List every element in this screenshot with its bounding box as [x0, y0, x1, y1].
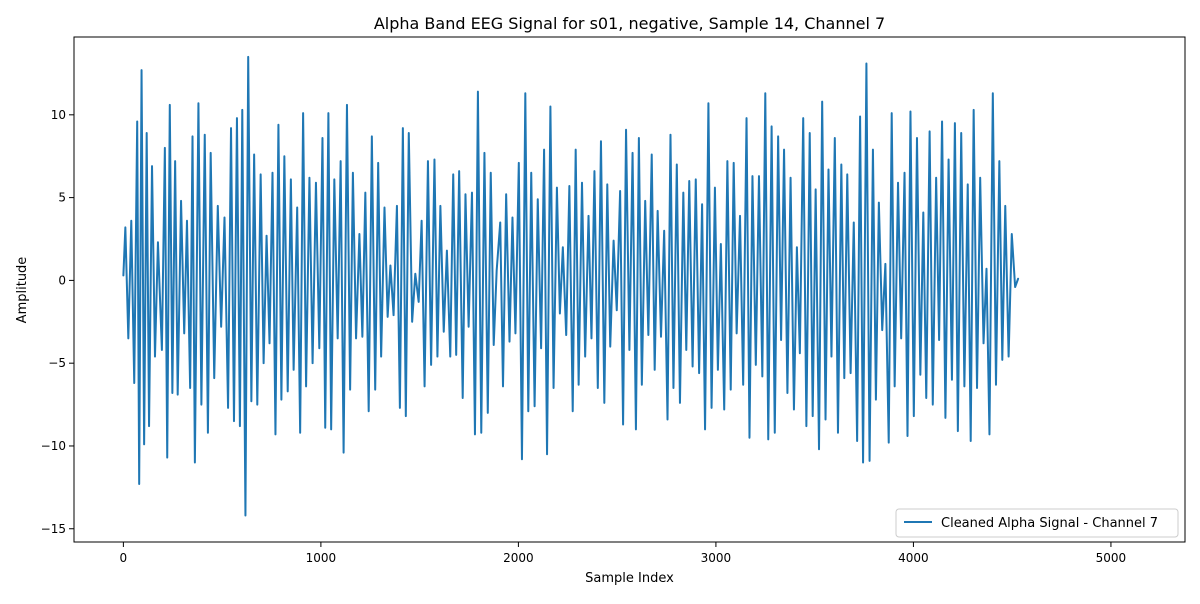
x-tick-label: 4000	[898, 551, 929, 565]
legend-label: Cleaned Alpha Signal - Channel 7	[941, 516, 1158, 531]
y-tick-label: 0	[58, 273, 66, 287]
x-axis: 0 1000 2000 3000 4000 5000	[120, 542, 1127, 565]
plot-area	[73, 36, 1186, 543]
y-axis: −15 −10 −5 0 5 10	[41, 108, 74, 536]
x-tick-label: 1000	[306, 551, 337, 565]
axes-frame	[73, 36, 1186, 543]
y-tick-label: 10	[51, 108, 66, 122]
x-tick-label: 3000	[701, 551, 732, 565]
x-tick-label: 2000	[503, 551, 534, 565]
y-tick-label: 5	[58, 191, 66, 205]
x-axis-label: Sample Index	[585, 571, 674, 586]
y-tick-label: −15	[41, 522, 66, 536]
y-axis-label: Amplitude	[15, 257, 30, 324]
legend: Cleaned Alpha Signal - Channel 7	[895, 508, 1179, 538]
chart-title: Alpha Band EEG Signal for s01, negative,…	[374, 14, 885, 33]
x-tick-label: 5000	[1096, 551, 1127, 565]
series-line	[122, 55, 1020, 517]
y-tick-label: −5	[48, 356, 66, 370]
legend-frame	[895, 508, 1179, 538]
x-tick-label: 0	[120, 551, 128, 565]
y-tick-label: −10	[41, 439, 66, 453]
